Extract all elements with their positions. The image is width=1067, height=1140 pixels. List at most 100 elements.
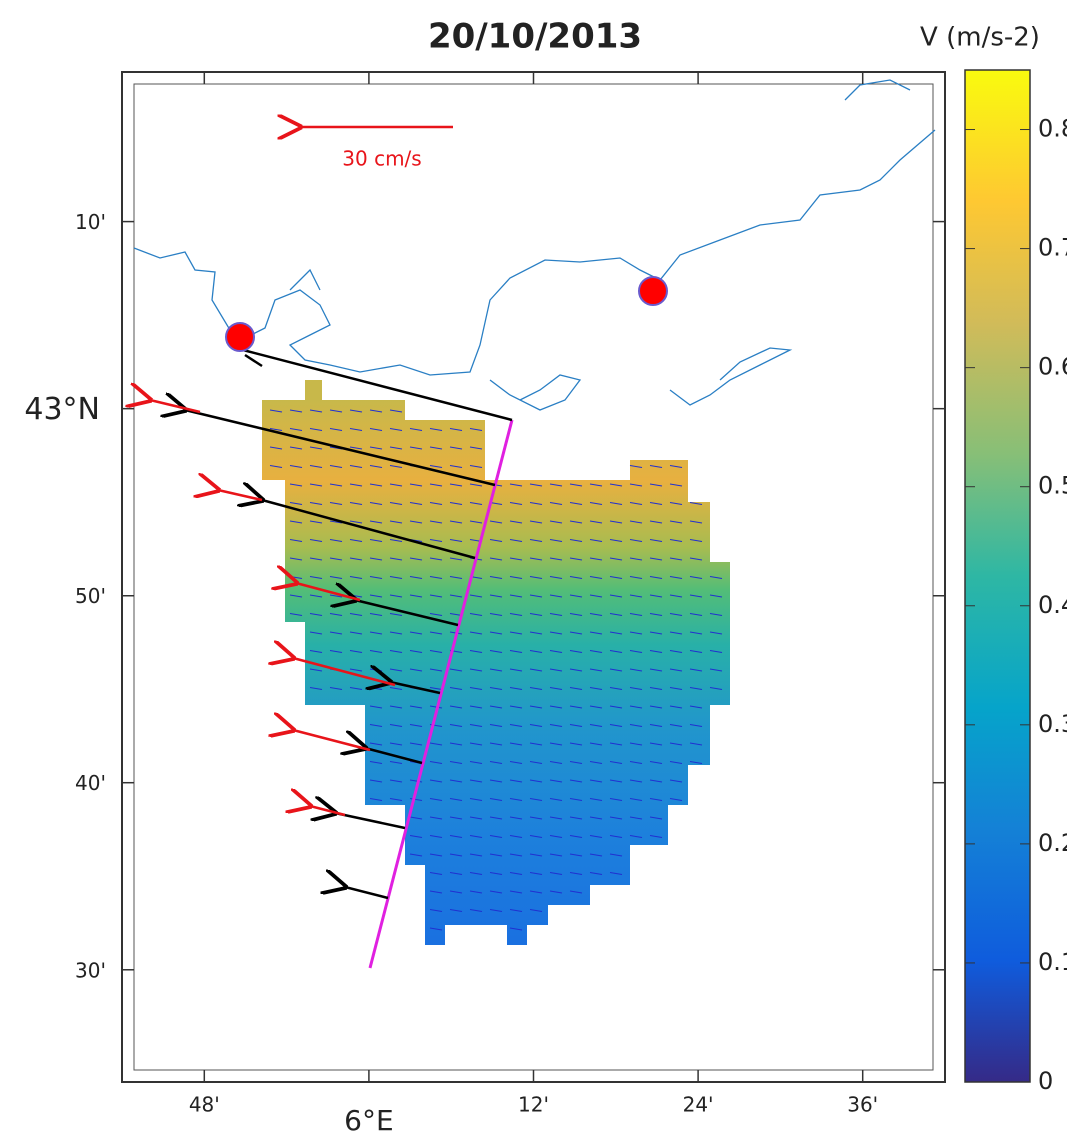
current-arrow xyxy=(429,502,443,505)
current-arrow xyxy=(529,798,543,801)
current-arrow xyxy=(429,742,443,746)
current-arrow xyxy=(429,890,443,894)
current-arrow xyxy=(489,724,503,727)
current-arrow xyxy=(629,502,643,505)
current-arrow xyxy=(549,539,563,542)
x-tick-label: 24' xyxy=(683,1093,714,1117)
current-arrow xyxy=(509,502,523,505)
current-arrow xyxy=(569,798,583,801)
current-arrow xyxy=(689,594,703,598)
current-arrow xyxy=(569,890,583,894)
current-arrow xyxy=(609,724,623,727)
current-arrow xyxy=(449,576,463,579)
current-arrow xyxy=(549,816,563,820)
colorbar-tick-label: 0.4 xyxy=(1038,591,1067,619)
current-arrow xyxy=(689,761,703,764)
colorbar-tick-label: 0.5 xyxy=(1038,472,1067,500)
current-arrow xyxy=(309,576,323,579)
current-arrow xyxy=(589,816,603,820)
current-arrow xyxy=(349,687,363,690)
current-arrow xyxy=(309,613,323,616)
current-arrow xyxy=(529,613,543,616)
current-arrow xyxy=(409,502,423,505)
current-arrow xyxy=(689,576,703,579)
current-arrow xyxy=(529,890,543,894)
current-arrow xyxy=(649,502,663,505)
current-arrow xyxy=(389,761,403,764)
current-arrow xyxy=(429,853,443,857)
current-arrow xyxy=(289,409,303,413)
current-arrow xyxy=(469,687,483,690)
current-arrow xyxy=(449,483,463,487)
current-arrow xyxy=(429,687,443,690)
current-arrow xyxy=(369,446,383,450)
current-arrow xyxy=(569,872,583,875)
current-arrow xyxy=(449,520,463,524)
current-arrow xyxy=(509,724,523,727)
current-arrow xyxy=(589,539,603,542)
current-arrow xyxy=(289,613,303,616)
current-arrow xyxy=(309,483,323,487)
current-arrow xyxy=(449,835,463,838)
current-arrow xyxy=(609,687,623,690)
current-arrow xyxy=(449,816,463,820)
current-arrow xyxy=(509,705,523,709)
current-arrow xyxy=(569,650,583,653)
current-arrow xyxy=(509,687,523,690)
current-arrow xyxy=(629,465,643,468)
current-arrow xyxy=(389,483,403,487)
current-arrow xyxy=(589,613,603,616)
current-arrow xyxy=(389,539,403,542)
current-arrow xyxy=(529,835,543,838)
current-arrow xyxy=(529,668,543,672)
current-arrow xyxy=(409,798,423,801)
current-arrow xyxy=(669,539,683,542)
current-arrow xyxy=(449,446,463,450)
current-arrow xyxy=(389,465,403,468)
current-arrow xyxy=(469,428,483,431)
current-arrow xyxy=(549,687,563,690)
current-arrow xyxy=(669,798,683,801)
current-arrow xyxy=(369,742,383,746)
current-arrow xyxy=(469,594,483,598)
current-arrow xyxy=(709,631,723,635)
current-arrow xyxy=(649,779,663,783)
current-arrow xyxy=(509,631,523,635)
current-arrow xyxy=(509,483,523,487)
current-arrow xyxy=(709,687,723,690)
x-tick-label: 6°E xyxy=(344,1104,394,1137)
current-arrow xyxy=(469,613,483,616)
current-arrow xyxy=(589,853,603,857)
x-tick-label: 48' xyxy=(189,1093,220,1117)
colorbar-tick-label: 0.3 xyxy=(1038,710,1067,738)
current-arrow xyxy=(449,594,463,598)
current-arrow xyxy=(429,483,443,487)
current-arrow xyxy=(609,798,623,801)
current-arrow xyxy=(449,798,463,801)
current-arrow xyxy=(429,465,443,468)
current-arrow xyxy=(569,853,583,857)
current-arrow xyxy=(429,520,443,524)
current-arrow xyxy=(429,816,443,820)
current-arrow xyxy=(489,835,503,838)
current-arrow xyxy=(449,502,463,505)
current-arrow xyxy=(309,502,323,505)
transect xyxy=(368,419,514,969)
current-arrow xyxy=(409,483,423,487)
current-arrow xyxy=(589,631,603,635)
current-arrow xyxy=(449,890,463,894)
current-arrow xyxy=(489,798,503,801)
current-arrow xyxy=(689,705,703,709)
current-arrow xyxy=(389,613,403,616)
current-arrow xyxy=(349,668,363,672)
current-arrow xyxy=(629,520,643,524)
current-arrow xyxy=(589,594,603,598)
current-arrow xyxy=(509,668,523,672)
current-arrow xyxy=(649,465,663,468)
current-arrow xyxy=(489,705,503,709)
current-arrow xyxy=(689,539,703,542)
current-arrow xyxy=(529,853,543,857)
current-arrow xyxy=(349,520,363,524)
current-arrow xyxy=(649,650,663,653)
current-arrow xyxy=(449,742,463,746)
